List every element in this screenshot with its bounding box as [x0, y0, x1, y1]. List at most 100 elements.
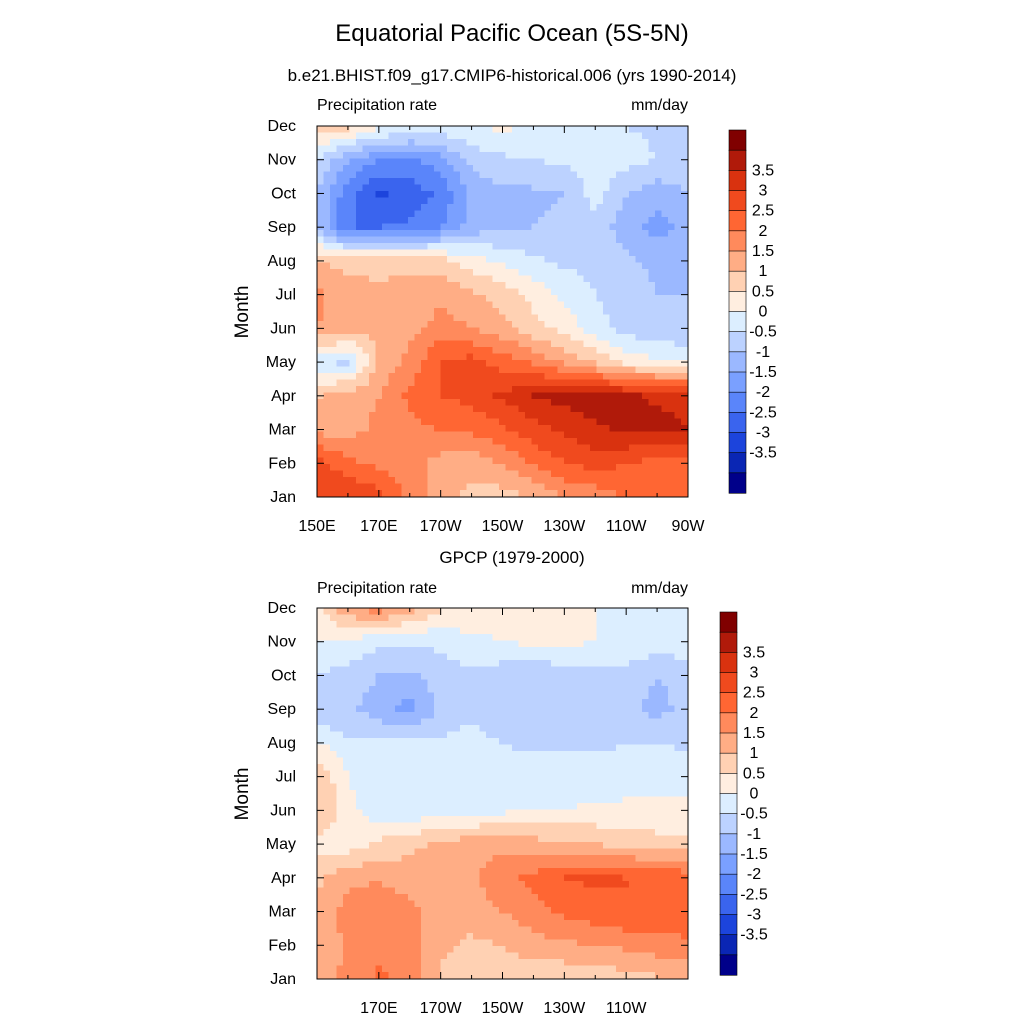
heatmap-cell [505, 431, 513, 439]
heatmap-cell [609, 249, 617, 257]
heatmap-cell [622, 288, 630, 296]
heatmap-cell [382, 360, 390, 368]
heatmap-cell [369, 679, 377, 687]
y-tick-label: Dec [268, 118, 296, 135]
heatmap-cell [616, 321, 624, 329]
heatmap-cell [382, 379, 390, 387]
heatmap-cell [460, 360, 468, 368]
heatmap-cell [622, 360, 630, 368]
heatmap-cell [479, 314, 487, 322]
heatmap-cell [453, 210, 461, 218]
heatmap-cell [648, 230, 656, 238]
heatmap-cell [622, 275, 630, 283]
heatmap-cell [655, 230, 663, 238]
heatmap-cell [499, 666, 507, 674]
heatmap-cell [544, 673, 552, 681]
heatmap-cell [395, 386, 403, 394]
heatmap-cell [434, 692, 442, 700]
heatmap-cell [421, 392, 429, 400]
heatmap-cell [362, 692, 370, 700]
heatmap-cell [551, 614, 559, 622]
heatmap-cell [512, 217, 520, 225]
heatmap-cell [635, 744, 643, 752]
heatmap-cell [388, 204, 396, 212]
heatmap-cell [395, 301, 403, 309]
heatmap-cell [375, 236, 383, 244]
heatmap-cell [629, 139, 637, 147]
heatmap-cell [674, 223, 682, 231]
heatmap-cell [466, 145, 474, 153]
heatmap-cell [544, 399, 552, 407]
colorbar-swatch [728, 311, 747, 333]
heatmap-cell [525, 464, 533, 472]
heatmap-cell [479, 457, 487, 465]
heatmap-cell [674, 477, 682, 485]
heatmap-cell [538, 640, 546, 648]
heatmap-cell [544, 282, 552, 290]
heatmap-cell [375, 666, 383, 674]
heatmap-cell [603, 340, 611, 348]
heatmap-cell [603, 751, 611, 759]
heatmap-cell [609, 627, 617, 635]
heatmap-cell [544, 725, 552, 733]
heatmap-cell [570, 634, 578, 642]
heatmap-cell [401, 457, 409, 465]
heatmap-cell [635, 699, 643, 707]
heatmap-cell [655, 470, 663, 478]
heatmap-cell [369, 770, 377, 778]
heatmap-cell [616, 673, 624, 681]
heatmap-cell [635, 366, 643, 374]
heatmap-cell [564, 621, 572, 629]
heatmap-cell [674, 373, 682, 381]
heatmap-cell [570, 204, 578, 212]
heatmap-cell [375, 477, 383, 485]
heatmap-cell [486, 145, 494, 153]
heatmap-cell [388, 249, 396, 257]
heatmap-cell [564, 126, 572, 134]
heatmap-cell [421, 647, 429, 655]
heatmap-cell [622, 634, 630, 642]
heatmap-cell [388, 373, 396, 381]
heatmap-cell [518, 614, 526, 622]
heatmap-cell [408, 764, 416, 772]
heatmap-cell [382, 405, 390, 413]
heatmap-cell [681, 366, 688, 374]
heatmap-cell [427, 614, 435, 622]
heatmap-cell [440, 666, 448, 674]
heatmap-cell [635, 751, 643, 759]
heatmap-cell [596, 718, 604, 726]
heatmap-cell [642, 627, 650, 635]
heatmap-cell [512, 699, 520, 707]
heatmap-cell [648, 353, 656, 361]
heatmap-cell [453, 152, 461, 160]
heatmap-cell [375, 679, 383, 687]
heatmap-cell [447, 386, 455, 394]
heatmap-cell [499, 321, 507, 329]
heatmap-cell [453, 373, 461, 381]
heatmap-cell [466, 223, 474, 231]
heatmap-cell [473, 627, 481, 635]
heatmap-cell [453, 366, 461, 374]
heatmap-cell [440, 457, 448, 465]
heatmap-cell [492, 126, 500, 134]
heatmap-cell [596, 184, 604, 192]
heatmap-cell [570, 692, 578, 700]
heatmap-cell [414, 269, 422, 277]
heatmap-cell [518, 301, 526, 309]
heatmap-cell [388, 275, 396, 283]
heatmap-cell [440, 223, 448, 231]
heatmap-cell [395, 660, 403, 668]
heatmap-cell [590, 614, 598, 622]
heatmap-cell [648, 126, 656, 134]
heatmap-cell [499, 191, 507, 199]
heatmap-cell [564, 647, 572, 655]
heatmap-cell [343, 334, 351, 342]
heatmap-cell [596, 295, 604, 303]
heatmap-cell [674, 230, 682, 238]
heatmap-cell [362, 139, 370, 147]
heatmap-cell [551, 712, 559, 720]
heatmap-cell [590, 621, 598, 629]
heatmap-cell [583, 666, 591, 674]
heatmap-cell [414, 392, 422, 400]
heatmap-cell [356, 431, 364, 439]
